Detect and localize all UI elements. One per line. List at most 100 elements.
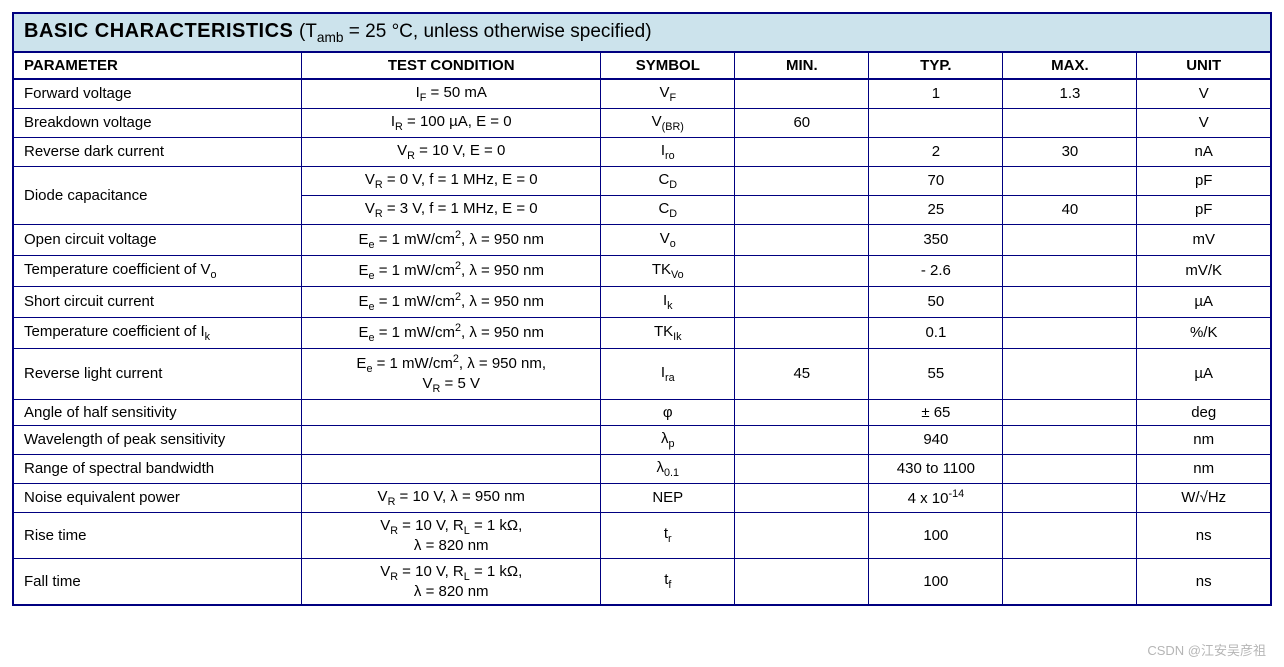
cell-min [735, 79, 869, 109]
cell-sym: TKVo [601, 255, 735, 286]
cell-min [735, 166, 869, 195]
cell-cond [302, 454, 601, 483]
cell-typ: 350 [869, 224, 1003, 255]
cell-typ: 2 [869, 137, 1003, 166]
cell-cond: IR = 100 µA, E = 0 [302, 108, 601, 137]
cell-min [735, 512, 869, 558]
cell-sym: Ik [601, 286, 735, 317]
cell-sym: λ0.1 [601, 454, 735, 483]
cell-sym: Iro [601, 137, 735, 166]
cell-param: Forward voltage [13, 79, 302, 109]
cell-typ: 4 x 10-14 [869, 483, 1003, 512]
cell-unit: µA [1137, 348, 1271, 399]
cell-param: Open circuit voltage [13, 224, 302, 255]
table-title-row: BASIC CHARACTERISTICS (Tamb = 25 °C, unl… [13, 13, 1271, 52]
cell-sym: λp [601, 425, 735, 454]
cell-sym: TKIk [601, 317, 735, 348]
cell-min [735, 454, 869, 483]
cell-param: Temperature coefficient of Vo [13, 255, 302, 286]
cell-typ: 0.1 [869, 317, 1003, 348]
table-title: BASIC CHARACTERISTICS [24, 20, 293, 42]
cell-sym: tf [601, 558, 735, 605]
table-row: Forward voltage IF = 50 mA VF 1 1.3 V [13, 79, 1271, 109]
cell-param: Diode capacitance [13, 166, 302, 224]
cell-unit: pF [1137, 195, 1271, 224]
cell-cond: Ee = 1 mW/cm2, λ = 950 nm [302, 317, 601, 348]
cell-max: 1.3 [1003, 79, 1137, 109]
table-row: Reverse dark current VR = 10 V, E = 0 Ir… [13, 137, 1271, 166]
cell-typ: 55 [869, 348, 1003, 399]
cell-typ: 25 [869, 195, 1003, 224]
cell-min [735, 425, 869, 454]
cell-typ: 70 [869, 166, 1003, 195]
table-title-condition: (Tamb = 25 °C, unless otherwise specifie… [299, 21, 652, 42]
cell-cond [302, 425, 601, 454]
cell-cond: VR = 3 V, f = 1 MHz, E = 0 [302, 195, 601, 224]
table-row: Range of spectral bandwidth λ0.1 430 to … [13, 454, 1271, 483]
cell-min [735, 195, 869, 224]
cell-unit: mV/K [1137, 255, 1271, 286]
table-row: Diode capacitance VR = 0 V, f = 1 MHz, E… [13, 166, 1271, 195]
col-parameter: PARAMETER [13, 52, 302, 79]
cell-min: 45 [735, 348, 869, 399]
cell-unit: %/K [1137, 317, 1271, 348]
cell-unit: ns [1137, 558, 1271, 605]
cell-max [1003, 558, 1137, 605]
cell-typ: - 2.6 [869, 255, 1003, 286]
cell-unit: nA [1137, 137, 1271, 166]
cell-typ: 100 [869, 512, 1003, 558]
table-row: Short circuit current Ee = 1 mW/cm2, λ =… [13, 286, 1271, 317]
cell-cond: VR = 10 V, E = 0 [302, 137, 601, 166]
table-row: Fall time VR = 10 V, RL = 1 kΩ,λ = 820 n… [13, 558, 1271, 605]
cell-unit: nm [1137, 425, 1271, 454]
table-row: Rise time VR = 10 V, RL = 1 kΩ,λ = 820 n… [13, 512, 1271, 558]
watermark-text: CSDN @江安吴彦祖 [1147, 640, 1266, 659]
cell-param: Rise time [13, 512, 302, 558]
cell-typ: 430 to 1100 [869, 454, 1003, 483]
cell-param: Short circuit current [13, 286, 302, 317]
cell-sym: CD [601, 195, 735, 224]
cell-cond: VR = 0 V, f = 1 MHz, E = 0 [302, 166, 601, 195]
cell-cond: IF = 50 mA [302, 79, 601, 109]
cell-max: 40 [1003, 195, 1137, 224]
cell-unit: V [1137, 79, 1271, 109]
table-row: Noise equivalent power VR = 10 V, λ = 95… [13, 483, 1271, 512]
cell-typ: ± 65 [869, 399, 1003, 425]
cell-param: Angle of half sensitivity [13, 399, 302, 425]
col-typ: TYP. [869, 52, 1003, 79]
cell-unit: pF [1137, 166, 1271, 195]
cell-typ: 940 [869, 425, 1003, 454]
cell-cond: Ee = 1 mW/cm2, λ = 950 nm [302, 286, 601, 317]
table-row: Wavelength of peak sensitivity λp 940 nm [13, 425, 1271, 454]
cell-cond [302, 399, 601, 425]
cell-typ [869, 108, 1003, 137]
cell-sym: tr [601, 512, 735, 558]
cell-max [1003, 512, 1137, 558]
col-test-condition: TEST CONDITION [302, 52, 601, 79]
characteristics-table: BASIC CHARACTERISTICS (Tamb = 25 °C, unl… [12, 12, 1272, 606]
cell-typ: 1 [869, 79, 1003, 109]
cell-unit: ns [1137, 512, 1271, 558]
cell-sym: CD [601, 166, 735, 195]
cell-min [735, 399, 869, 425]
table-row: Angle of half sensitivity φ ± 65 deg [13, 399, 1271, 425]
cell-sym: Vo [601, 224, 735, 255]
cell-max [1003, 166, 1137, 195]
cell-unit: V [1137, 108, 1271, 137]
table-row: Reverse light current Ee = 1 mW/cm2, λ =… [13, 348, 1271, 399]
cell-max [1003, 224, 1137, 255]
cell-param: Range of spectral bandwidth [13, 454, 302, 483]
cell-max [1003, 454, 1137, 483]
cell-unit: mV [1137, 224, 1271, 255]
cell-cond: VR = 10 V, RL = 1 kΩ,λ = 820 nm [302, 558, 601, 605]
col-min: MIN. [735, 52, 869, 79]
cell-max [1003, 255, 1137, 286]
cell-param: Reverse light current [13, 348, 302, 399]
cell-sym: Ira [601, 348, 735, 399]
cell-max [1003, 286, 1137, 317]
cell-unit: µA [1137, 286, 1271, 317]
cell-max [1003, 425, 1137, 454]
cell-max [1003, 399, 1137, 425]
table-row: Breakdown voltage IR = 100 µA, E = 0 V(B… [13, 108, 1271, 137]
table-row: Temperature coefficient of Vo Ee = 1 mW/… [13, 255, 1271, 286]
